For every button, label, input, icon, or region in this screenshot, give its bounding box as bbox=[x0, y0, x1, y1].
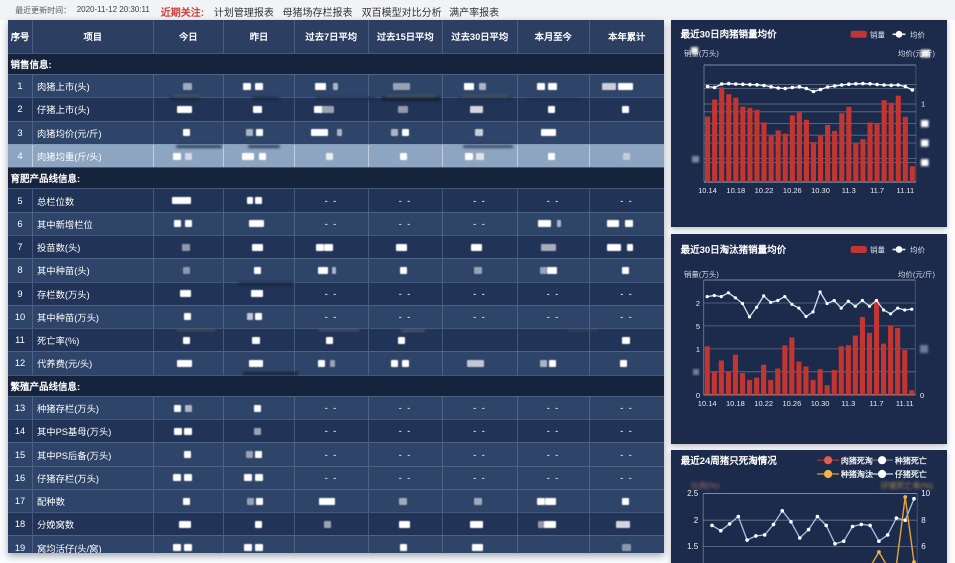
svg-text:销量(万头): 销量(万头) bbox=[684, 268, 719, 278]
svg-text:11.3: 11.3 bbox=[842, 399, 856, 408]
svg-text:6: 6 bbox=[921, 542, 926, 551]
svg-text:10: 10 bbox=[921, 489, 930, 498]
svg-text:11.7: 11.7 bbox=[870, 399, 884, 408]
svg-text:8: 8 bbox=[921, 516, 926, 525]
svg-text:11.7: 11.7 bbox=[870, 186, 884, 195]
svg-text:11.3: 11.3 bbox=[842, 186, 856, 195]
svg-text:10.22: 10.22 bbox=[755, 399, 774, 408]
svg-text:种猪淘汰: 种猪淘汰 bbox=[840, 469, 874, 479]
svg-text:10.18: 10.18 bbox=[726, 399, 745, 408]
svg-text:1: 1 bbox=[921, 100, 925, 109]
svg-text:销量: 销量 bbox=[870, 244, 885, 254]
svg-text:均价: 均价 bbox=[910, 244, 925, 254]
svg-text:1: 1 bbox=[696, 345, 700, 354]
svg-text:均价: 均价 bbox=[910, 29, 925, 39]
svg-text:比例(%): 比例(%) bbox=[691, 481, 720, 491]
svg-text:最近30日淘汰猪销量均价: 最近30日淘汰猪销量均价 bbox=[681, 244, 787, 256]
svg-text:0: 0 bbox=[920, 391, 924, 400]
svg-text:11.11: 11.11 bbox=[896, 399, 914, 408]
svg-text:10.30: 10.30 bbox=[811, 186, 830, 195]
svg-text:均价(元/斤): 均价(元/斤) bbox=[898, 48, 936, 58]
svg-text:5: 5 bbox=[696, 322, 700, 331]
svg-text:10.26: 10.26 bbox=[783, 186, 802, 195]
svg-text:最近24周猪只死淘情况: 最近24周猪只死淘情况 bbox=[681, 455, 778, 467]
svg-text:10.14: 10.14 bbox=[698, 186, 717, 195]
svg-text:11.11: 11.11 bbox=[897, 186, 915, 195]
svg-text:种猪死亡: 种猪死亡 bbox=[894, 455, 927, 465]
svg-text:1.5: 1.5 bbox=[687, 542, 699, 551]
svg-text:10.30: 10.30 bbox=[811, 399, 830, 408]
svg-text:10.26: 10.26 bbox=[783, 399, 802, 408]
svg-text:仔猪死亡: 仔猪死亡 bbox=[895, 469, 927, 479]
svg-text:均价(元/斤): 均价(元/斤) bbox=[898, 268, 936, 278]
svg-text:销量(万头): 销量(万头) bbox=[684, 48, 719, 58]
svg-text:10.22: 10.22 bbox=[755, 186, 774, 195]
svg-text:2.5: 2.5 bbox=[687, 489, 699, 498]
svg-text:10.14: 10.14 bbox=[698, 399, 717, 408]
svg-text:肉猪死淘: 肉猪死淘 bbox=[841, 455, 873, 465]
svg-text:0: 0 bbox=[696, 391, 700, 400]
svg-text:销量: 销量 bbox=[870, 29, 885, 39]
svg-text:最近30日肉猪销量均价: 最近30日肉猪销量均价 bbox=[681, 29, 778, 41]
svg-text:仔猪死亡率(%): 仔猪死亡率(%) bbox=[881, 481, 934, 491]
svg-text:2: 2 bbox=[696, 299, 700, 308]
svg-text:2: 2 bbox=[694, 516, 699, 525]
svg-text:10.18: 10.18 bbox=[727, 186, 746, 195]
